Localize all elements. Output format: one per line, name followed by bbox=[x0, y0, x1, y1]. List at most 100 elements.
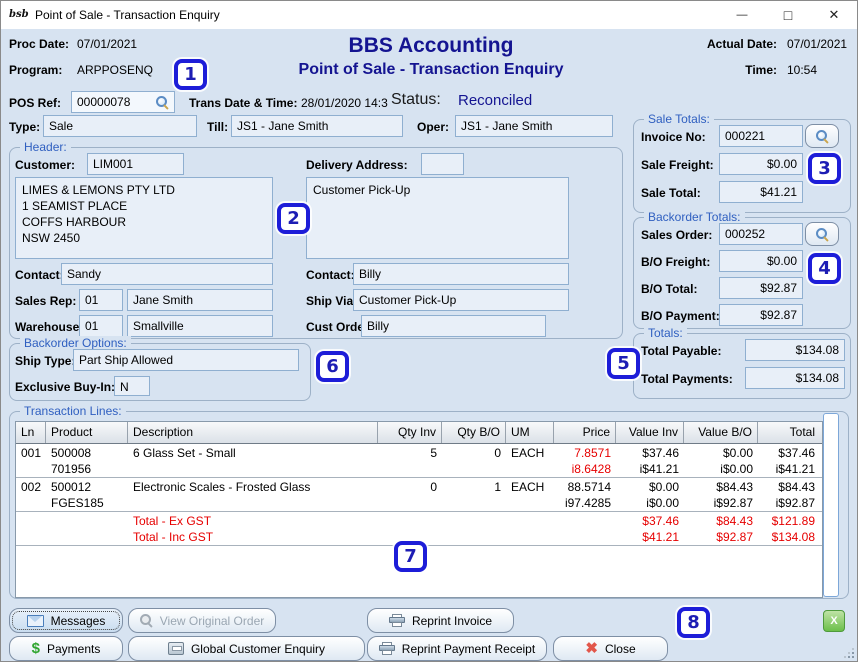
payments-button-label: Payments bbox=[46, 641, 101, 656]
total-ex-gst-label: Total - Ex GST bbox=[133, 514, 212, 528]
address-line: COFFS HARBOUR bbox=[22, 215, 127, 229]
resize-grip[interactable] bbox=[844, 648, 854, 658]
contact-field[interactable]: Sandy bbox=[61, 263, 273, 285]
time-value: 10:54 bbox=[787, 63, 818, 77]
customer-address-box: LIMES & LEMONS PTY LTD 1 SEAMIST PLACE C… bbox=[15, 177, 273, 259]
time-label: Time: bbox=[745, 63, 777, 77]
invoice-search-button[interactable] bbox=[805, 124, 839, 148]
type-label: Type: bbox=[9, 120, 41, 134]
total-payable-label: Total Payable: bbox=[641, 344, 722, 358]
reprint-invoice-button[interactable]: Reprint Invoice bbox=[367, 608, 514, 633]
annotation-3: 3 bbox=[808, 153, 841, 184]
cell-product-alt: FGES185 bbox=[51, 496, 104, 510]
cell-um: EACH bbox=[511, 446, 545, 460]
search-icon[interactable] bbox=[156, 96, 169, 109]
reprint-payment-receipt-label: Reprint Payment Receipt bbox=[401, 641, 536, 656]
minimize-icon[interactable] bbox=[719, 1, 765, 29]
customer-label: Customer: bbox=[15, 158, 76, 172]
sales-order-field[interactable]: 000252 bbox=[719, 223, 803, 245]
cell-price: 7.8571 bbox=[574, 446, 611, 460]
printer-icon bbox=[378, 641, 395, 656]
invoice-no-label: Invoice No: bbox=[641, 130, 706, 144]
export-excel-button[interactable] bbox=[823, 610, 845, 632]
col-qty-inv[interactable]: Qty Inv bbox=[378, 422, 442, 443]
sale-freight-label: Sale Freight: bbox=[641, 158, 714, 172]
col-description[interactable]: Description bbox=[128, 422, 378, 443]
payments-button[interactable]: $ Payments bbox=[9, 636, 123, 661]
till-field[interactable]: JS1 - Jane Smith bbox=[231, 115, 403, 137]
col-qty-bo[interactable]: Qty B/O bbox=[442, 422, 506, 443]
warehouse-code-field[interactable]: 01 bbox=[79, 315, 123, 337]
total-inc-value-bo: $92.87 bbox=[716, 530, 753, 544]
backorder-totals-group: Backorder Totals: bbox=[633, 210, 851, 329]
sale-total-field: $41.21 bbox=[719, 181, 803, 203]
global-customer-enquiry-button[interactable]: Global Customer Enquiry bbox=[128, 636, 365, 661]
annotation-7: 7 bbox=[394, 541, 427, 572]
ship-type-label: Ship Type: bbox=[15, 354, 76, 368]
cell-total: $37.46 bbox=[778, 446, 815, 460]
sales-rep-name-field[interactable]: Jane Smith bbox=[127, 289, 273, 311]
ship-type-field[interactable]: Part Ship Allowed bbox=[73, 349, 299, 371]
invoice-no-field[interactable]: 000221 bbox=[719, 125, 803, 147]
header-group: Header: bbox=[9, 140, 623, 339]
reprint-invoice-label: Reprint Invoice bbox=[411, 613, 493, 628]
exclusive-buyin-field[interactable]: N bbox=[114, 376, 150, 396]
pos-ref-value: 00000078 bbox=[77, 95, 131, 109]
cust-order-no-field[interactable]: Billy bbox=[361, 315, 546, 337]
delivery-address-field[interactable] bbox=[421, 153, 464, 175]
col-value-inv[interactable]: Value Inv bbox=[616, 422, 684, 443]
customer-field[interactable]: LIM001 bbox=[87, 153, 184, 175]
cell-value-bo-inc: i$92.87 bbox=[713, 496, 753, 510]
close-button[interactable]: ✖ Close bbox=[553, 636, 668, 661]
search-icon bbox=[815, 129, 829, 143]
sale-total-label: Sale Total: bbox=[641, 186, 701, 200]
table-scrollbar[interactable] bbox=[823, 413, 839, 597]
messages-button-label: Messages bbox=[50, 613, 106, 628]
close-icon[interactable] bbox=[811, 1, 857, 29]
oper-field[interactable]: JS1 - Jane Smith bbox=[455, 115, 613, 137]
totals-group: Totals: bbox=[633, 326, 851, 399]
col-product[interactable]: Product bbox=[46, 422, 128, 443]
header-group-label: Header: bbox=[20, 140, 71, 154]
reprint-payment-receipt-button[interactable]: Reprint Payment Receipt bbox=[367, 636, 547, 661]
annotation-2: 2 bbox=[277, 203, 310, 234]
transaction-lines-group: Transaction Lines: bbox=[9, 404, 849, 599]
col-value-bo[interactable]: Value B/O bbox=[684, 422, 758, 443]
pos-ref-input[interactable]: 00000078 bbox=[71, 91, 175, 113]
contact-label: Contact: bbox=[15, 268, 64, 282]
title-bar: bsb Point of Sale - Transaction Enquiry bbox=[1, 1, 857, 29]
type-field[interactable]: Sale bbox=[43, 115, 197, 137]
col-ln[interactable]: Ln bbox=[16, 422, 46, 443]
bo-freight-field: $0.00 bbox=[719, 250, 803, 272]
view-original-order-button[interactable]: View Original Order bbox=[128, 608, 276, 633]
envelope-icon bbox=[26, 614, 44, 627]
ship-via-field[interactable]: Customer Pick-Up bbox=[353, 289, 569, 311]
bo-payment-field: $92.87 bbox=[719, 304, 803, 326]
oper-label: Oper: bbox=[417, 120, 450, 134]
table-row[interactable]: 002 500012 FGES185 Electronic Scales - F… bbox=[16, 478, 822, 512]
sale-freight-field: $0.00 bbox=[719, 153, 803, 175]
magnifier-icon bbox=[139, 614, 153, 627]
col-um[interactable]: UM bbox=[506, 422, 554, 443]
total-ex-value-inv: $37.46 bbox=[642, 514, 679, 528]
annotation-6: 6 bbox=[316, 351, 349, 382]
warehouse-name-field[interactable]: Smallville bbox=[127, 315, 273, 337]
backorder-totals-label: Backorder Totals: bbox=[644, 210, 745, 224]
sales-order-search-button[interactable] bbox=[805, 222, 839, 246]
exclusive-buyin-label: Exclusive Buy-In: bbox=[15, 380, 116, 394]
cell-price-inc: i8.6428 bbox=[571, 462, 611, 476]
maximize-icon[interactable] bbox=[765, 1, 811, 29]
cell-description: Electronic Scales - Frosted Glass bbox=[133, 480, 311, 494]
contact2-field[interactable]: Billy bbox=[353, 263, 569, 285]
total-inc-value-inv: $41.21 bbox=[642, 530, 679, 544]
cell-qty-inv: 5 bbox=[430, 446, 437, 460]
col-total[interactable]: Total bbox=[789, 425, 815, 439]
delivery-address-label: Delivery Address: bbox=[306, 158, 408, 172]
sales-rep-code-field[interactable]: 01 bbox=[79, 289, 123, 311]
col-price[interactable]: Price bbox=[554, 422, 616, 443]
table-row[interactable]: 001 500008 701956 6 Glass Set - Small 5 … bbox=[16, 444, 822, 478]
totals-label: Totals: bbox=[644, 326, 687, 340]
messages-button[interactable]: Messages bbox=[9, 608, 123, 633]
cell-value-inv-inc: i$0.00 bbox=[646, 496, 679, 510]
